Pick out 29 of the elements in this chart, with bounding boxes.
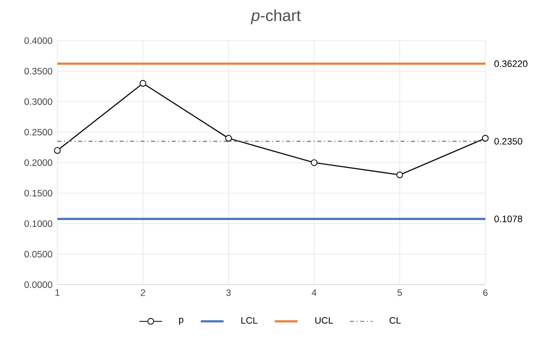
legend-label: LCL	[241, 317, 258, 324]
legend-label: UCL	[315, 317, 333, 324]
y-tick-label: 0.4000	[24, 37, 52, 44]
point	[54, 147, 61, 154]
point	[482, 134, 489, 142]
point	[140, 80, 146, 87]
y-tick-label: 0.0000	[24, 281, 52, 288]
point	[225, 134, 232, 142]
y-tick-label: 0.3500	[24, 68, 52, 74]
x-tick-label: 6	[483, 289, 488, 296]
data-label: 0.1078	[494, 216, 522, 222]
x-tick-label: 5	[398, 289, 402, 296]
y-tick-label: 0.1000	[24, 220, 52, 227]
x-tick-label: 3	[226, 289, 231, 296]
y-tick-label: 0.3000	[24, 98, 52, 105]
point	[310, 159, 318, 166]
data-label: 0.36220	[494, 60, 528, 68]
y-tick-label: 0.0500	[24, 250, 52, 258]
data-label: 0.2350	[494, 138, 522, 145]
legend-label: p	[179, 318, 184, 325]
chart-title: p-chart	[250, 9, 301, 24]
legend-label: CL	[390, 317, 401, 324]
y-tick-label: 0.2500	[24, 128, 52, 136]
point	[396, 172, 404, 178]
y-tick-label: 0.2000	[24, 159, 52, 166]
x-tick-label: 1	[55, 289, 60, 296]
x-tick-label: 4	[312, 289, 316, 296]
y-tick-label: 0.1500	[24, 190, 52, 196]
x-tick-label: 2	[140, 289, 146, 296]
